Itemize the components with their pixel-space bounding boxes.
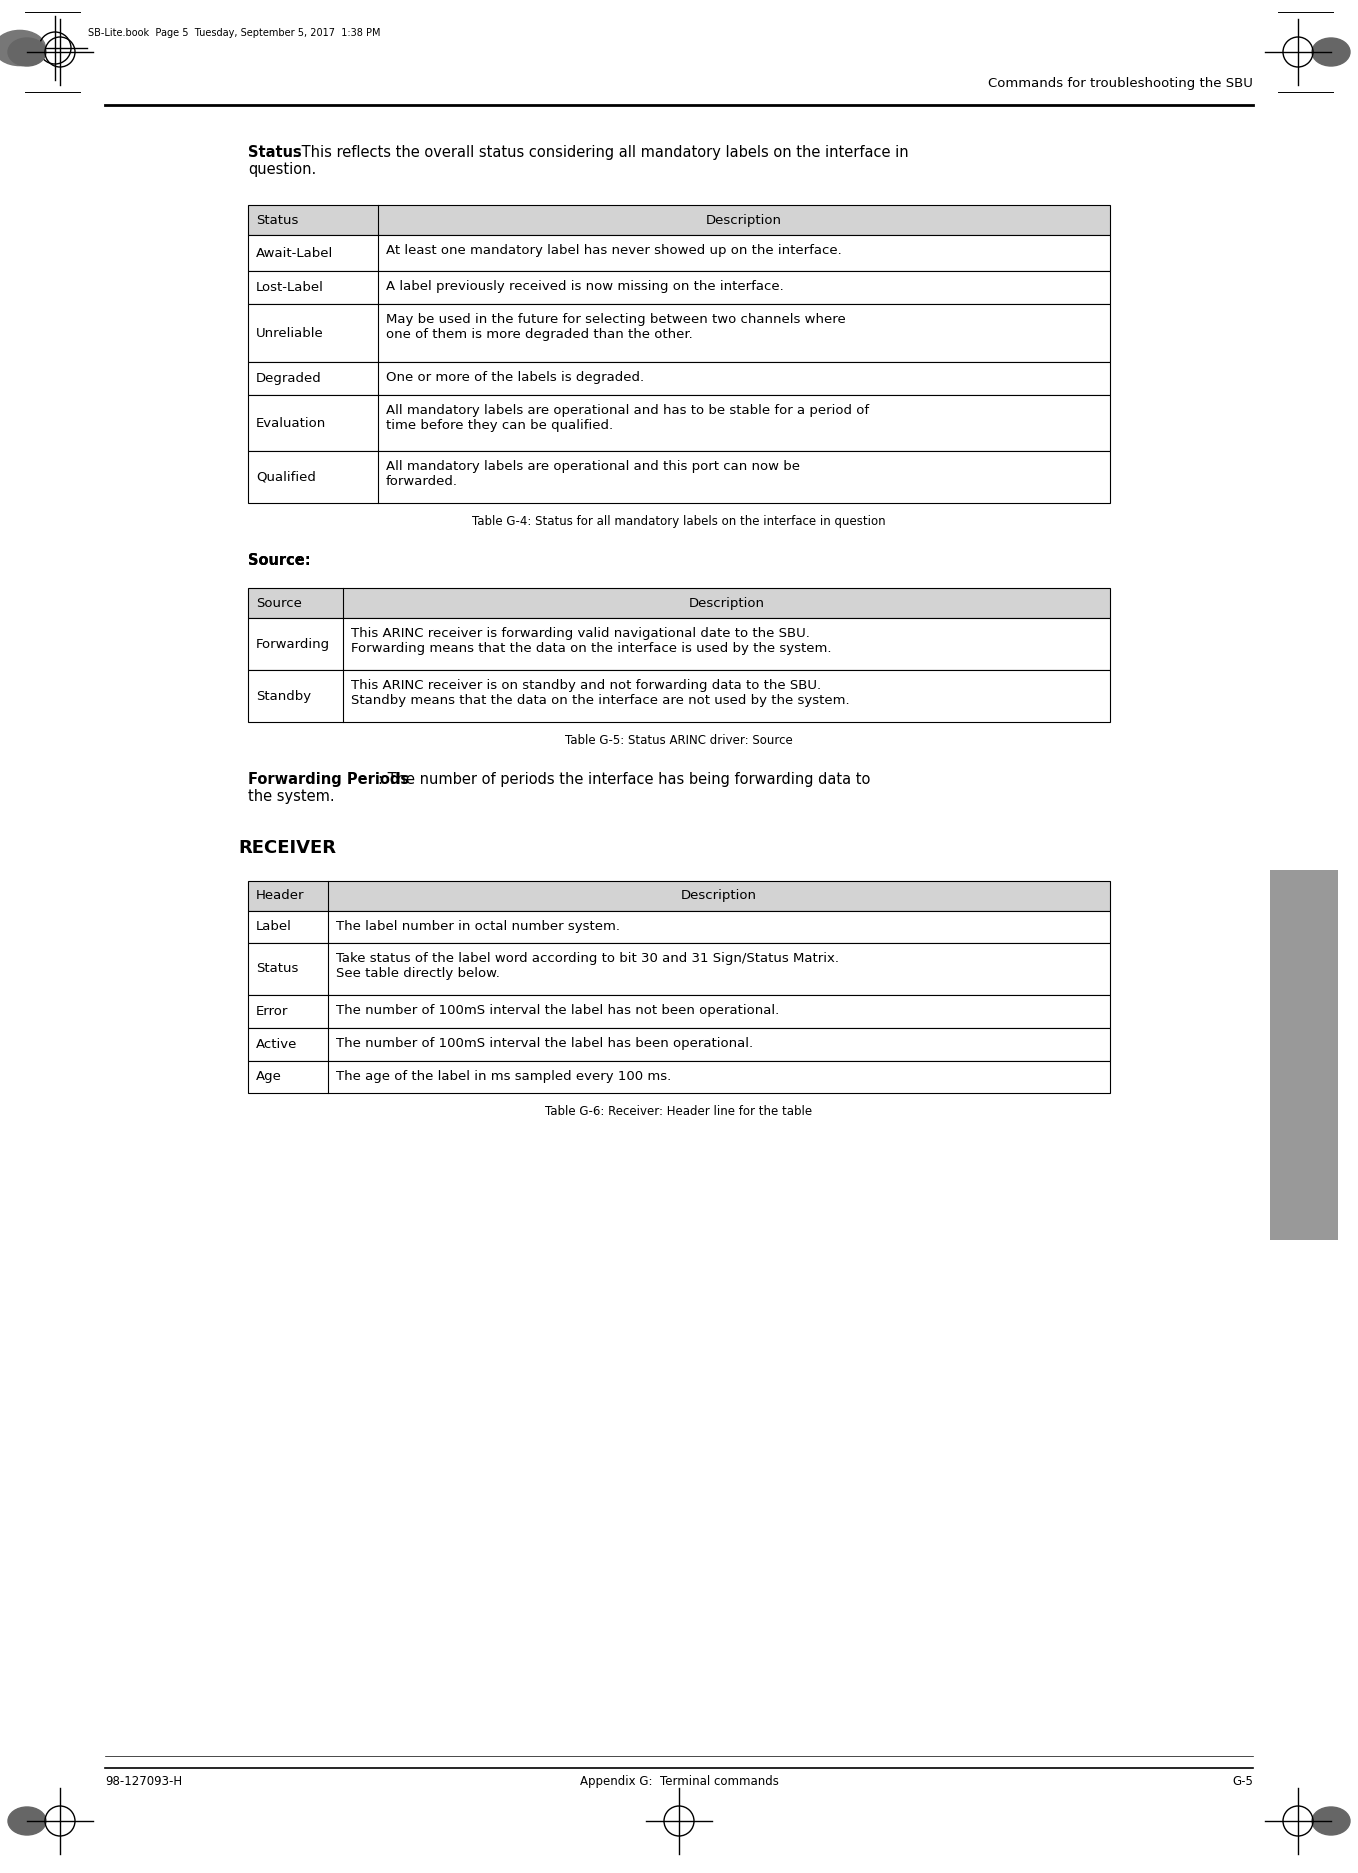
Bar — [249, 303, 1109, 361]
Bar — [249, 588, 1109, 618]
Text: The age of the label in ms sampled every 100 ms.: The age of the label in ms sampled every… — [335, 1069, 671, 1083]
Text: Description: Description — [689, 596, 765, 609]
Text: All mandatory labels are operational and this port can now be: All mandatory labels are operational and… — [386, 461, 800, 474]
Text: Description: Description — [706, 214, 782, 227]
Ellipse shape — [0, 30, 45, 66]
Text: : This reflects the overall status considering all mandatory labels on the inter: : This reflects the overall status consi… — [292, 144, 909, 159]
Text: Age: Age — [257, 1069, 282, 1083]
Text: Header: Header — [257, 890, 304, 903]
Bar — [249, 451, 1109, 504]
Ellipse shape — [1312, 37, 1350, 66]
Text: forwarded.: forwarded. — [386, 474, 458, 487]
Text: The number of 100mS interval the label has been operational.: The number of 100mS interval the label h… — [335, 1038, 754, 1049]
Text: Forwarding means that the data on the interface is used by the system.: Forwarding means that the data on the in… — [350, 642, 831, 656]
Text: Await-Label: Await-Label — [257, 247, 333, 260]
Bar — [1270, 869, 1338, 1240]
Text: Source: Source — [257, 596, 301, 609]
Bar — [249, 272, 1109, 303]
Text: At least one mandatory label has never showed up on the interface.: At least one mandatory label has never s… — [386, 243, 842, 257]
Text: Take status of the label word according to bit 30 and 31 Sign/Status Matrix.: Take status of the label word according … — [335, 951, 839, 965]
Text: RECEIVER: RECEIVER — [238, 839, 335, 856]
Text: SB-Lite.book  Page 5  Tuesday, September 5, 2017  1:38 PM: SB-Lite.book Page 5 Tuesday, September 5… — [88, 28, 380, 37]
Text: Source: Source — [249, 553, 304, 568]
Text: the system.: the system. — [249, 789, 334, 804]
Text: Commands for troubleshooting the SBU: Commands for troubleshooting the SBU — [989, 77, 1253, 90]
Text: The number of 100mS interval the label has not been operational.: The number of 100mS interval the label h… — [335, 1004, 779, 1017]
Ellipse shape — [1312, 1807, 1350, 1836]
Bar — [249, 234, 1109, 272]
Text: Evaluation: Evaluation — [257, 416, 326, 429]
Text: :: : — [296, 553, 301, 568]
Text: This ARINC receiver is forwarding valid navigational date to the SBU.: This ARINC receiver is forwarding valid … — [350, 627, 809, 641]
Text: Standby: Standby — [257, 689, 311, 702]
Text: question.: question. — [249, 161, 316, 176]
Text: Active: Active — [257, 1038, 297, 1051]
Text: Status: Status — [257, 963, 299, 976]
Text: Label: Label — [257, 920, 292, 933]
Text: Table G-5: Status ARINC driver: Source: Table G-5: Status ARINC driver: Source — [565, 734, 793, 747]
Text: Status: Status — [249, 144, 301, 159]
Text: Source:: Source: — [249, 553, 311, 568]
Text: one of them is more degraded than the other.: one of them is more degraded than the ot… — [386, 328, 693, 341]
Text: Lost-Label: Lost-Label — [257, 281, 323, 294]
Bar — [249, 671, 1109, 721]
Text: Status: Status — [257, 214, 299, 227]
Text: Forwarding Periods: Forwarding Periods — [249, 772, 409, 787]
Bar — [249, 204, 1109, 234]
Text: This ARINC receiver is on standby and not forwarding data to the SBU.: This ARINC receiver is on standby and no… — [350, 680, 822, 691]
Text: May be used in the future for selecting between two channels where: May be used in the future for selecting … — [386, 313, 846, 326]
Ellipse shape — [8, 37, 46, 66]
Text: A label previously received is now missing on the interface.: A label previously received is now missi… — [386, 279, 784, 292]
Text: Table G-4: Status for all mandatory labels on the interface in question: Table G-4: Status for all mandatory labe… — [473, 515, 885, 528]
Text: Degraded: Degraded — [257, 373, 322, 386]
Text: One or more of the labels is degraded.: One or more of the labels is degraded. — [386, 371, 644, 384]
Bar — [249, 618, 1109, 671]
Text: Unreliable: Unreliable — [257, 326, 323, 339]
Bar — [249, 361, 1109, 395]
Bar — [249, 995, 1109, 1028]
Ellipse shape — [8, 1807, 46, 1836]
Text: Forwarding: Forwarding — [257, 637, 330, 650]
Text: See table directly below.: See table directly below. — [335, 966, 500, 980]
Text: Standby means that the data on the interface are not used by the system.: Standby means that the data on the inter… — [350, 693, 850, 706]
Bar — [249, 1060, 1109, 1092]
Text: G-5: G-5 — [1232, 1776, 1253, 1789]
Bar — [249, 395, 1109, 451]
Bar — [249, 1028, 1109, 1060]
Bar — [249, 942, 1109, 995]
Text: Appendix G:  Terminal commands: Appendix G: Terminal commands — [580, 1776, 778, 1789]
Text: 98-127093-H: 98-127093-H — [105, 1776, 182, 1789]
Text: Description: Description — [680, 890, 756, 903]
Text: Error: Error — [257, 1004, 288, 1017]
Text: All mandatory labels are operational and has to be stable for a period of: All mandatory labels are operational and… — [386, 405, 869, 418]
Text: Table G-6: Receiver: Header line for the table: Table G-6: Receiver: Header line for the… — [546, 1105, 812, 1118]
Text: : The number of periods the interface has being forwarding data to: : The number of periods the interface ha… — [378, 772, 870, 787]
Text: Qualified: Qualified — [257, 470, 316, 483]
Bar — [249, 880, 1109, 910]
Text: time before they can be qualified.: time before they can be qualified. — [386, 420, 612, 431]
Text: The label number in octal number system.: The label number in octal number system. — [335, 920, 621, 933]
Bar — [249, 910, 1109, 942]
